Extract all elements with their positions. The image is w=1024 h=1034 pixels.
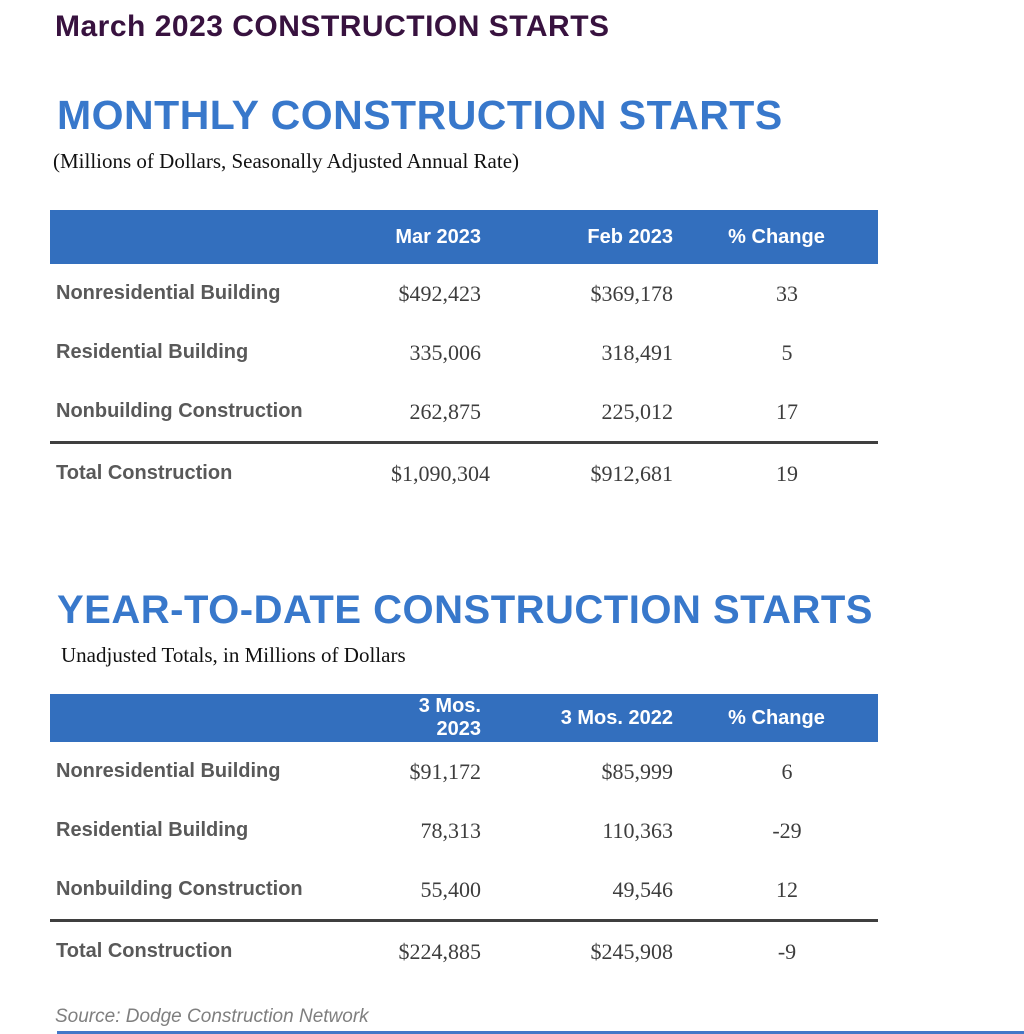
value-cell: $1,090,304: [390, 441, 490, 504]
row-label: Nonresidential Building: [56, 282, 281, 305]
ytd-starts-table: 3 Mos. 2023 3 Mos. 2022 % Change Nonresi…: [50, 694, 878, 982]
column-header-3mos-2023: 3 Mos. 2023: [390, 694, 485, 743]
monthly-starts-table: Mar 2023 Feb 2023 % Change Nonresidentia…: [50, 210, 878, 504]
total-row: Total Construction $224,885 $245,908 -9: [50, 919, 878, 982]
column-header-pct-change: % Change: [675, 210, 878, 265]
column-header-pct-change: % Change: [675, 694, 878, 743]
ytd-header-row: 3 Mos. 2023 3 Mos. 2022 % Change: [50, 694, 878, 743]
change-cell: 12: [776, 876, 798, 902]
total-row: Total Construction $1,090,304 $912,681 1…: [50, 441, 878, 504]
value-cell: $245,908: [485, 919, 675, 982]
value-cell: 110,363: [602, 817, 673, 843]
change-cell: 17: [776, 398, 798, 424]
page-title: March 2023 CONSTRUCTION STARTS: [55, 10, 610, 43]
row-label: Nonbuilding Construction: [56, 400, 303, 423]
table-row: Residential Building 78,313 110,363 -29: [50, 801, 878, 860]
value-cell: 318,491: [601, 339, 674, 365]
ytd-section-subtitle: Unadjusted Totals, in Millions of Dollar…: [61, 643, 406, 668]
value-cell: 78,313: [420, 817, 482, 843]
ytd-section-title: YEAR-TO-DATE CONSTRUCTION STARTS: [57, 588, 873, 633]
row-label: Residential Building: [56, 819, 249, 842]
section-monthly: MONTHLY CONSTRUCTION STARTS (Millions of…: [0, 92, 1024, 504]
value-cell: 335,006: [409, 339, 482, 365]
column-header-blank: [50, 694, 390, 743]
change-cell: 5: [781, 339, 793, 365]
value-cell: 55,400: [420, 876, 482, 902]
table-row: Residential Building 335,006 318,491 5: [50, 323, 878, 382]
column-header-3mos-2022: 3 Mos. 2022: [485, 694, 675, 743]
change-cell: 33: [776, 280, 798, 306]
section-year-to-date: YEAR-TO-DATE CONSTRUCTION STARTS Unadjus…: [0, 588, 1024, 982]
table-row: Nonresidential Building $91,172 $85,999 …: [50, 742, 878, 801]
value-cell: $85,999: [601, 758, 674, 784]
change-cell: -9: [675, 919, 878, 982]
row-label: Nonresidential Building: [56, 760, 281, 783]
monthly-section-title: MONTHLY CONSTRUCTION STARTS: [57, 92, 783, 138]
value-cell: $369,178: [590, 280, 674, 306]
source-note: Source: Dodge Construction Network: [55, 1006, 369, 1027]
value-cell: 225,012: [601, 398, 674, 424]
row-label: Residential Building: [56, 341, 249, 364]
column-header-feb-2023: Feb 2023: [485, 210, 675, 265]
change-cell: -29: [772, 817, 802, 843]
change-cell: 6: [781, 758, 793, 784]
row-label: Total Construction: [50, 919, 390, 982]
value-cell: $492,423: [398, 280, 482, 306]
value-cell: $224,885: [390, 919, 485, 982]
table-row: Nonresidential Building $492,423 $369,17…: [50, 264, 878, 323]
row-label: Nonbuilding Construction: [56, 878, 303, 901]
table-row: Nonbuilding Construction 55,400 49,546 1…: [50, 860, 878, 921]
value-cell: $912,681: [485, 441, 675, 504]
column-header-blank: [50, 210, 390, 265]
monthly-section-subtitle: (Millions of Dollars, Seasonally Adjuste…: [53, 149, 520, 174]
row-label: Total Construction: [50, 441, 390, 504]
column-header-mar-2023: Mar 2023: [390, 210, 485, 265]
change-cell: 19: [675, 441, 878, 504]
table-row: Nonbuilding Construction 262,875 225,012…: [50, 382, 878, 443]
monthly-header-row: Mar 2023 Feb 2023 % Change: [50, 210, 878, 265]
value-cell: 49,546: [612, 876, 674, 902]
value-cell: 262,875: [409, 398, 482, 424]
value-cell: $91,172: [409, 758, 482, 784]
